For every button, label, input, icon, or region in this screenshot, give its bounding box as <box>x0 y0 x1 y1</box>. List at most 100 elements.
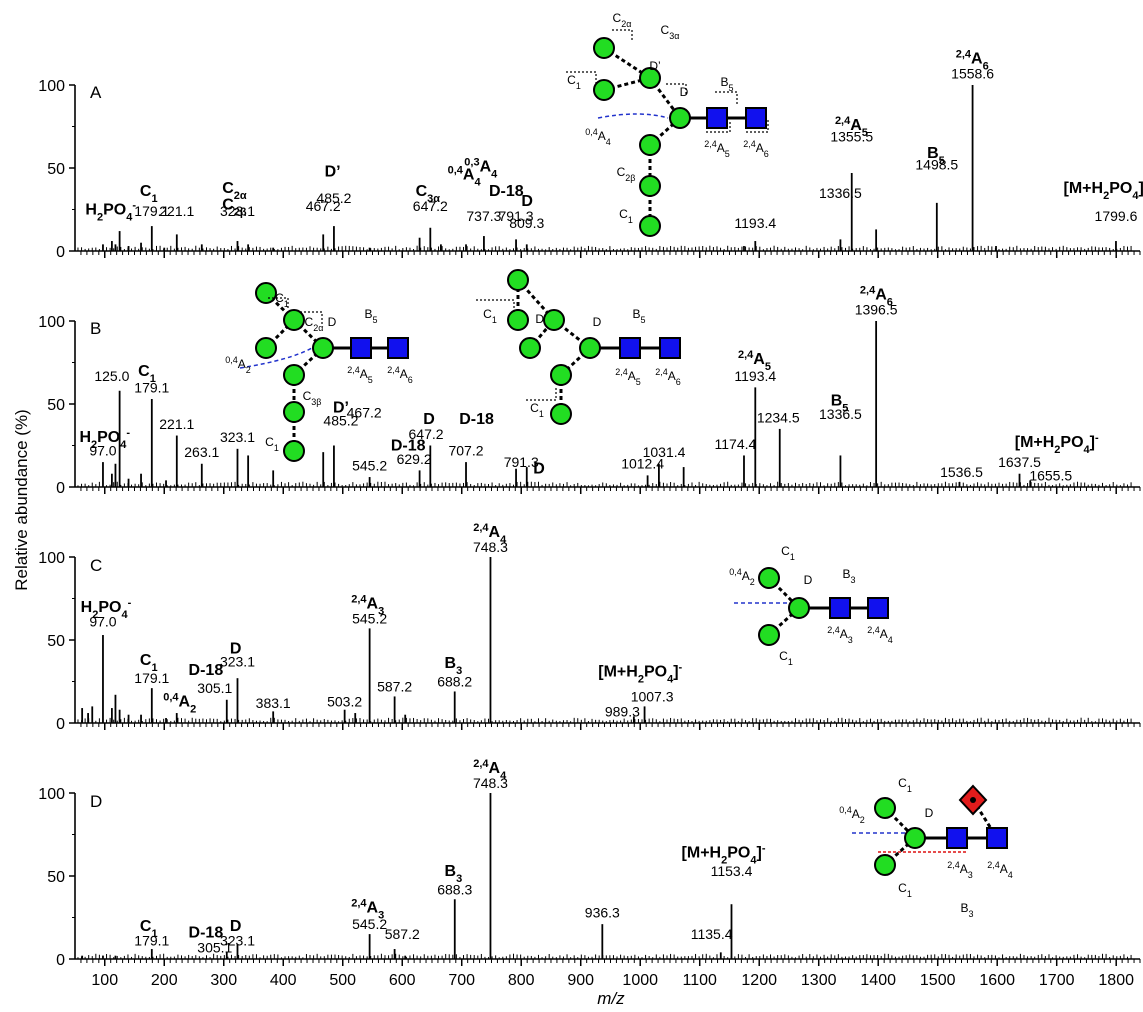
cleavage-label: 0,4A4 <box>585 127 611 147</box>
cleavage-label: B5 <box>364 307 377 325</box>
cleavage-label: C1 <box>779 649 793 667</box>
cleavage-label: 2,4A3 <box>827 625 853 645</box>
cleavage-label: C1 <box>898 776 912 794</box>
mannose-icon <box>283 364 305 386</box>
cleavage-mark <box>715 91 738 104</box>
peak-label: 587.2 <box>377 678 412 694</box>
glcnac-icon <box>946 827 968 849</box>
mannose-icon <box>758 567 780 589</box>
y-tick-label: 0 <box>56 480 65 497</box>
y-tick-label: 100 <box>38 786 65 803</box>
peak-label: 1498.5 <box>915 157 958 173</box>
ion-label: C1 <box>140 183 158 205</box>
peak-label: 1234.5 <box>757 409 800 425</box>
cleavage-label: C1 <box>275 291 289 309</box>
peak-label: 97.0 <box>89 614 116 630</box>
cleavage-mark <box>268 297 289 310</box>
ion-label: B3 <box>445 655 463 677</box>
peak-label: 1153.4 <box>711 863 753 879</box>
ion-label: H2PO4- <box>79 427 130 451</box>
ion-label: 2,4A3 <box>351 898 384 922</box>
cleavage-mark <box>666 83 687 96</box>
ion-label: 2,4A5 <box>738 349 771 373</box>
peak-label: 485.2 <box>316 190 351 206</box>
peak-label: 1336.5 <box>819 406 862 422</box>
cleavage-label: C3α <box>661 23 680 41</box>
peak-label: 1135.4 <box>691 926 733 942</box>
x-tick-label: 700 <box>448 972 475 989</box>
mannose-icon <box>507 269 529 291</box>
ion-label: 0,3A4 <box>464 156 498 180</box>
peak-label: 989.3 <box>605 703 640 719</box>
mannose-icon <box>543 309 565 331</box>
cleavage-mark <box>476 299 515 312</box>
ion-label: [M+H2PO4]- <box>598 662 682 686</box>
y-tick-label: 0 <box>56 952 65 969</box>
cleavage-label: D’ <box>649 59 660 73</box>
cleavage-label: 2,4A5 <box>704 139 730 159</box>
x-tick-label: 100 <box>91 972 118 989</box>
peak-label: 1174.4 <box>715 436 757 452</box>
ion-label: D <box>423 411 435 428</box>
x-tick-label: 900 <box>567 972 594 989</box>
mannose-icon <box>255 337 277 359</box>
cleavage-label: D <box>925 806 934 820</box>
mannose-icon <box>639 175 661 197</box>
ion-label: D-18 <box>189 924 224 941</box>
mannose-icon <box>519 337 541 359</box>
x-tick-label: 1300 <box>801 972 837 989</box>
mannose-icon <box>283 440 305 462</box>
cleavage-line-blue <box>239 347 313 369</box>
y-tick-label: 100 <box>38 314 65 331</box>
ion-label: 2,4A3 <box>351 593 384 617</box>
cleavage-mark <box>706 120 731 133</box>
x-tick-label: 1700 <box>1039 972 1075 989</box>
mannose-icon <box>579 337 601 359</box>
y-tick-label: 0 <box>56 244 65 261</box>
glycan-d: C1 0,4A2 D 2,4A3 2,4A4 C1 B3 <box>839 776 1013 919</box>
glcnac-icon <box>706 107 728 129</box>
cleavage-label: 2,4A4 <box>987 860 1013 880</box>
ion-label: H2PO4- <box>81 597 132 621</box>
cleavage-label: C3β <box>303 389 322 407</box>
peak-label: 179.1 <box>134 379 169 395</box>
x-tick-label: 1000 <box>622 972 658 989</box>
peak-label: 1012.4 <box>621 456 664 472</box>
peak-label: 179.1 <box>134 670 169 686</box>
peak-label: 545.2 <box>352 610 387 626</box>
ion-label: D’ <box>333 399 349 416</box>
mannose-icon <box>283 309 305 331</box>
glycan-diagrams: C2α C3α D’ C1 D B5 0,4A4 2,4A5 2,4A6 C2β C1 C1 C2α D B… <box>225 11 1013 919</box>
panel-letter: A <box>90 83 102 102</box>
ion-label: 0,4A4 <box>448 165 482 189</box>
glcnac-icon <box>745 107 767 129</box>
mannose-icon <box>550 364 572 386</box>
mannose-icon <box>507 309 529 331</box>
x-tick-label: 1500 <box>920 972 956 989</box>
glcnac-icon <box>619 337 641 359</box>
peak-label: 791.3 <box>499 208 534 224</box>
peak-label: 809.3 <box>509 215 544 231</box>
cleavage-label: 2,4A5 <box>615 367 641 387</box>
noise-peaks <box>77 717 1132 723</box>
peak-label: 97.0 <box>89 442 116 458</box>
peak-label: 179.1 <box>134 203 169 219</box>
mannose-icon <box>639 67 661 89</box>
peak-label: 179.1 <box>134 933 169 949</box>
peak-label: 323.1 <box>220 654 255 670</box>
x-tick-label: 600 <box>389 972 416 989</box>
peak-label: 936.3 <box>585 905 620 921</box>
glcnac-icon <box>986 827 1008 849</box>
panel-letter: B <box>90 319 101 338</box>
peak-label: 1536.5 <box>940 464 983 480</box>
peak-label: 1558.6 <box>951 65 994 81</box>
cleavage-label: 2,4A6 <box>387 365 413 385</box>
peak-label: 1637.5 <box>998 454 1041 470</box>
noise-peaks <box>77 481 1132 487</box>
mannose-icon <box>669 107 691 129</box>
peak-label: 748.3 <box>473 539 508 555</box>
noise-peaks <box>77 245 1132 251</box>
y-tick-label: 0 <box>56 716 65 733</box>
ion-label: D <box>230 918 242 935</box>
